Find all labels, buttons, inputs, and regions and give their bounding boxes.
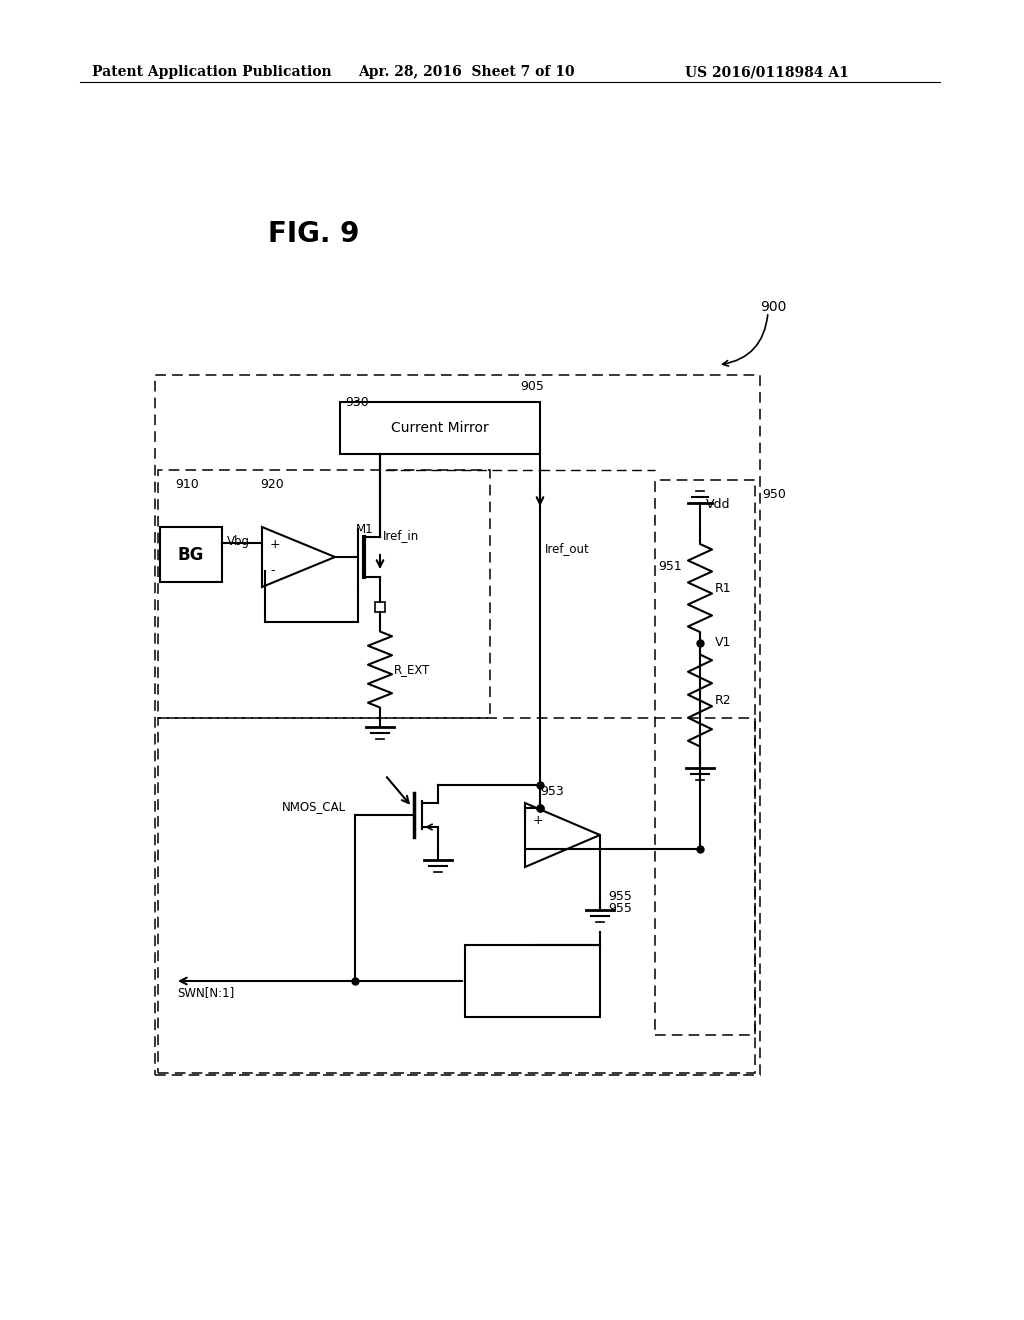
Text: 910: 910 bbox=[175, 478, 199, 491]
Text: V1: V1 bbox=[715, 636, 731, 649]
Bar bbox=[375, 602, 385, 612]
Bar bbox=[158, 470, 490, 718]
Text: Apr. 28, 2016  Sheet 7 of 10: Apr. 28, 2016 Sheet 7 of 10 bbox=[358, 65, 574, 79]
Text: R1: R1 bbox=[715, 582, 731, 594]
Text: US 2016/0118984 A1: US 2016/0118984 A1 bbox=[685, 65, 849, 79]
Text: R_EXT: R_EXT bbox=[394, 663, 430, 676]
Text: Current Mirror: Current Mirror bbox=[391, 421, 488, 436]
Text: 955: 955 bbox=[608, 902, 632, 915]
Text: 920: 920 bbox=[260, 478, 284, 491]
Text: NMOS_CAL: NMOS_CAL bbox=[282, 800, 346, 813]
Text: SWN[N:1]: SWN[N:1] bbox=[177, 986, 234, 999]
Text: 953: 953 bbox=[540, 785, 564, 799]
Text: R2: R2 bbox=[715, 694, 731, 708]
Text: 905: 905 bbox=[520, 380, 544, 393]
Text: Iref_out: Iref_out bbox=[545, 543, 590, 554]
Text: Vbg: Vbg bbox=[227, 535, 250, 548]
Text: 951: 951 bbox=[658, 560, 682, 573]
Text: 930: 930 bbox=[345, 396, 369, 409]
Bar bbox=[160, 527, 222, 582]
Text: Vdd: Vdd bbox=[706, 498, 730, 511]
Bar bbox=[155, 375, 760, 1074]
Text: +: + bbox=[270, 539, 281, 552]
Text: M1: M1 bbox=[356, 523, 374, 536]
Bar bbox=[655, 480, 755, 1035]
Bar bbox=[465, 945, 600, 1016]
Bar bbox=[158, 718, 755, 1073]
Text: -: - bbox=[534, 842, 538, 855]
Text: FIG. 9: FIG. 9 bbox=[268, 220, 359, 248]
Text: 950: 950 bbox=[762, 488, 785, 502]
Text: BG: BG bbox=[178, 545, 204, 564]
Text: +: + bbox=[534, 814, 544, 828]
Text: Iref_in: Iref_in bbox=[383, 529, 419, 543]
Text: 900: 900 bbox=[760, 300, 786, 314]
Text: Patent Application Publication: Patent Application Publication bbox=[92, 65, 332, 79]
Text: -: - bbox=[270, 565, 274, 578]
Bar bbox=[340, 403, 540, 454]
Text: 955: 955 bbox=[608, 890, 632, 903]
